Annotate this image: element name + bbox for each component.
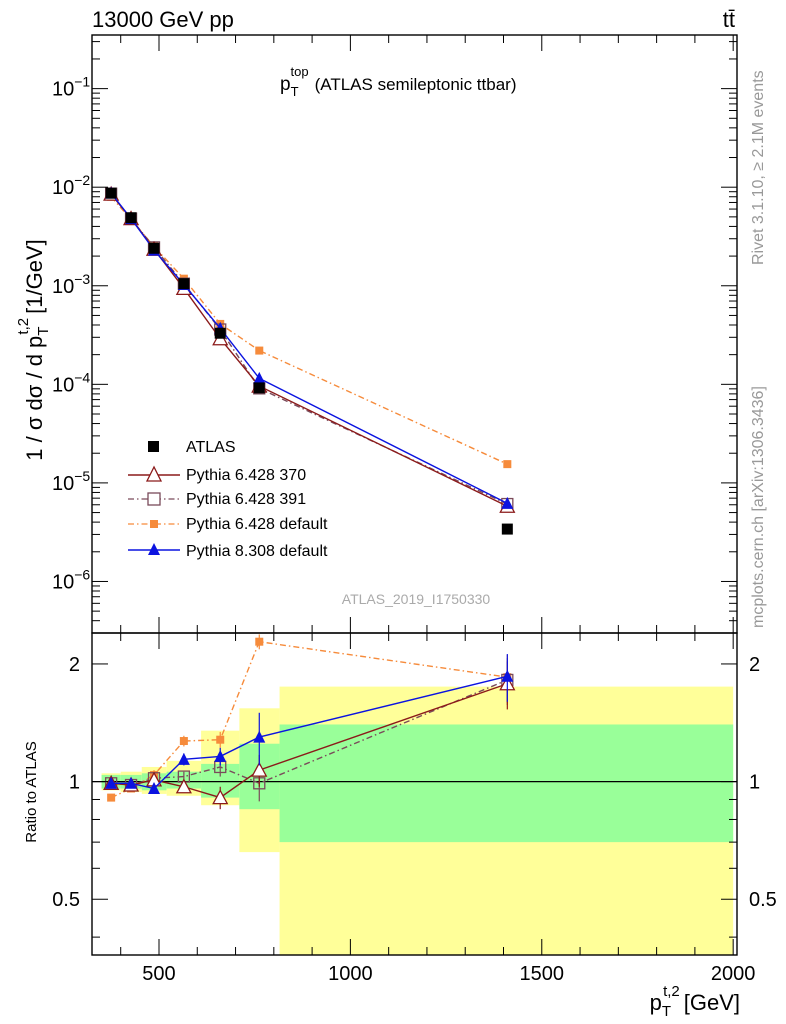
ratio-point-py8-2 [148,782,161,795]
ratio-ytick-label-right-0: 0.5 [749,889,777,911]
legend-label-py370: Pythia 6.428 370 [186,467,306,484]
ratio-point-py8-3 [177,752,190,765]
legend-marker-py370 [145,465,163,482]
ratio-point-py8-1 [125,776,138,789]
main-y-label-rest: [1/GeV] [22,239,47,314]
x-axis-label-sub: T [662,1003,671,1020]
main-panel: 10−610−510−410−310−210−1 pTtop(ATLAS sem… [15,34,738,634]
main-point-py8-5 [253,371,266,384]
process-label: tt̄ [723,7,735,32]
main-point-atlas-6 [501,523,513,535]
ratio-point-py370-3 [175,778,192,794]
rivet-label: Rivet 3.1.10, ≥ 2.1M events [750,70,767,265]
main-point-pydef-6 [503,460,512,469]
legend-label-pydef: Pythia 6.428 default [186,516,328,533]
main-line-py370 [110,193,508,507]
main-ytick-label-3: 10−3 [52,271,90,298]
ratio-ytick-label-left-1: 1 [69,772,80,794]
x-axis-label: pTt,2 [GeV] [650,983,740,1020]
ratio-frame [91,632,738,956]
main-point-pydef-5 [255,346,264,355]
mcplots-label: mcplots.cern.ch [arXiv:1306.3436] [750,386,767,628]
main-ytick-label-1: 10−5 [52,468,90,495]
main-data-marks [103,185,516,535]
main-ytick-label-5: 10−1 [52,74,90,101]
ratio-point-py370-5 [251,761,268,777]
xtick-label-1: 1000 [328,963,373,985]
x-axis-label-sup: t,2 [663,983,680,1000]
x-axis-label-main: p [650,990,662,1015]
ratio-point-py8-4 [214,749,227,762]
legend-label-py8: Pythia 8.308 default [186,543,328,560]
plot-title-sup: top [291,64,309,79]
ratio-point-py8-5 [253,730,266,743]
ratio-panel: 0.5 0.5 1 1 2 2 500 1000 1500 2000 Ratio to ATLAS… [23,632,777,1020]
xtick-label-3: 2000 [711,963,756,985]
main-point-atlas-1 [125,212,137,224]
analysis-id: ATLAS_2019_I1750330 [342,591,491,607]
energy-label: 13000 GeV pp [92,7,234,32]
legend-marker-py8 [148,543,160,555]
ratio-y-label: Ratio to ATLAS [23,741,40,842]
ratio-point-pydef-3 [179,737,188,746]
band-inner-6 [279,724,734,843]
ratio-ytick-label-left-0: 0.5 [52,889,80,911]
main-ytick-label-2: 10−4 [52,369,90,396]
ratio-point-pydef-5 [255,637,264,646]
ratio-ytick-label-right-2: 2 [749,654,760,676]
main-y-label: 1 / σ dσ / d pTt,2 [1/GeV] [15,239,52,460]
ratio-point-pydef-4 [216,735,225,744]
main-point-atlas-0 [105,187,117,199]
plot-title-main: p [280,74,291,95]
main-line-pydef [110,196,508,465]
main-point-atlas-5 [253,382,265,394]
legend-marker-pydef [150,520,158,528]
plot-title-rest: (ATLAS semileptonic ttbar) [315,75,517,94]
main-point-atlas-2 [148,242,160,254]
ratio-point-py370-4 [212,789,229,805]
ratio-point-pydef-0 [107,793,116,802]
ratio-data-marks [103,634,516,810]
ratio-ytick-label-left-2: 2 [69,654,80,676]
main-y-label-sub: T [35,327,52,336]
main-y-ticks: 10−6 10−5 10−4 10−3 10−2 10−1 [52,35,737,634]
legend-marker-atlas [148,441,159,452]
legend-marker-py391 [147,492,161,506]
ratio-ticks: 0.5 0.5 1 1 2 2 500 1000 1500 2000 [52,633,777,985]
xtick-label-2: 1500 [520,963,565,985]
x-axis-label-rest: [GeV] [684,990,740,1015]
xtick-label-0: 500 [142,963,175,985]
main-y-label-sup: t,2 [15,318,32,335]
main-point-atlas-3 [178,278,190,290]
main-point-atlas-4 [214,327,226,339]
ratio-point-py8-6 [501,669,514,682]
main-ytick-label-0: 10−6 [52,566,90,593]
main-y-label-main: 1 / σ dσ / d p [22,336,47,461]
legend-label-py391: Pythia 6.428 391 [186,491,306,508]
legend-label-atlas: ATLAS [186,439,236,456]
main-point-py8-6 [501,496,514,509]
ratio-uncertainty-bands [101,686,734,955]
main-line-py391 [110,193,508,505]
plot-title-sub: T [291,84,299,99]
ratio-point-py8-0 [105,776,118,789]
main-line-py8 [110,192,508,504]
legend: ATLAS Pythia 6.428 370 Pythia 6.428 391 … [128,439,328,560]
plot-title: pTtop (ATLAS semileptonic ttbar) [280,64,516,99]
main-ytick-label-4: 10−2 [52,172,90,199]
ratio-ytick-label-right-1: 1 [749,772,760,794]
